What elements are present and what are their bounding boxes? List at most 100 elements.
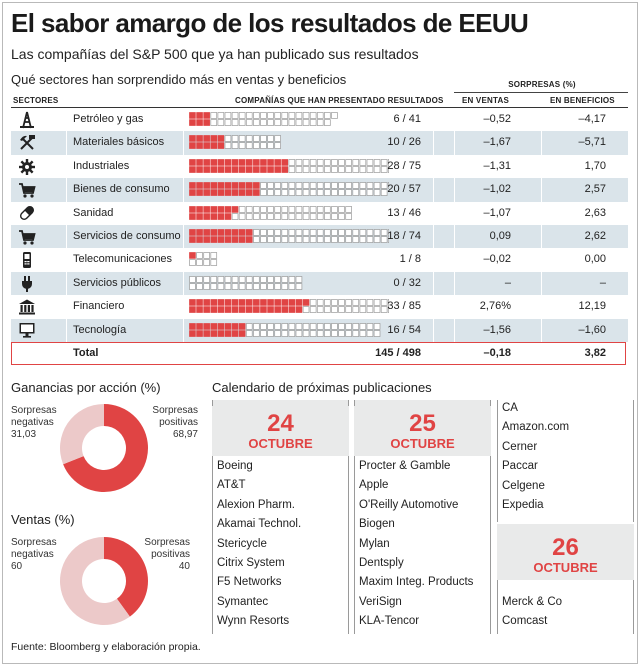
waffle-square-pending [302, 236, 310, 243]
waffle-square-pending [309, 205, 317, 213]
waffle-square-reported [217, 322, 225, 330]
waffle-square-reported [189, 112, 196, 119]
waffle-square-reported [224, 212, 232, 220]
waffle-square-pending [288, 205, 296, 213]
waffle-square-pending [295, 236, 303, 243]
profits-surprise: –4,17 [578, 113, 606, 125]
calendar-top-bar [354, 400, 491, 406]
waffle-square-pending [316, 236, 324, 243]
sales-surprise: –1,07 [483, 206, 511, 219]
waffle-square-pending [352, 158, 360, 166]
waffle-square-pending [338, 306, 345, 314]
waffle-square-pending [288, 112, 296, 119]
waffle-square-pending [366, 306, 374, 314]
waffle-square-reported [224, 236, 232, 243]
surprises-header-rule [454, 92, 628, 93]
company-name: Paccar [502, 460, 538, 473]
waffle-square-pending [316, 189, 324, 197]
waffle-square-reported [210, 306, 218, 314]
waffle-square-pending [380, 189, 388, 197]
waffle-square-reported [238, 306, 246, 314]
waffle-square-reported [196, 306, 203, 314]
waffle-square-pending [302, 306, 310, 314]
waffle-square-pending [288, 189, 296, 197]
reported-count: 1 / 8 [399, 253, 421, 266]
waffle-square-pending [345, 322, 352, 330]
waffle-square-reported [210, 182, 218, 189]
calendar-top-bar [497, 524, 634, 530]
waffle-square-pending [295, 182, 303, 189]
waffle-square-pending [203, 275, 210, 283]
waffle-square-pending [316, 212, 324, 220]
waffle-chart [189, 299, 389, 314]
waffle-chart [189, 252, 218, 267]
waffle-square-reported [274, 158, 281, 166]
reported-count: 6 / 41 [393, 113, 421, 125]
waffle-square-pending [373, 158, 381, 166]
waffle-square-pending [288, 283, 296, 290]
waffle-square-pending [281, 119, 289, 126]
waffle-square-pending [267, 189, 274, 197]
waffle-square-reported [196, 329, 203, 337]
waffle-square-pending [274, 189, 281, 197]
waffle-square-pending [295, 205, 303, 213]
company-name: Apple [359, 479, 389, 492]
company-name: Amazon.com [502, 421, 570, 434]
waffle-square-reported [196, 182, 203, 189]
waffle-square-pending [274, 135, 281, 143]
waffle-square-reported [253, 158, 260, 166]
waffle-square-pending [210, 259, 218, 267]
waffle-square-pending [253, 322, 260, 330]
waffle-square-reported [203, 182, 210, 189]
waffle-square-pending [288, 322, 296, 330]
waffle-square-pending [359, 158, 367, 166]
waffle-square-reported [224, 229, 232, 236]
waffle-square-pending [267, 322, 274, 330]
waffle-square-pending [274, 182, 281, 189]
waffle-square-pending [366, 322, 374, 330]
waffle-square-reported [189, 182, 196, 189]
company-name: Akamai Technol. [217, 518, 302, 531]
waffle-square-reported [189, 306, 196, 314]
waffle-square-pending [253, 283, 260, 290]
waffle-square-reported [238, 236, 246, 243]
waffle-square-pending [366, 158, 374, 166]
waffle-square-pending [260, 182, 267, 189]
waffle-square-reported [217, 142, 225, 150]
waffle-square-pending [331, 112, 338, 119]
waffle-square-pending [267, 182, 274, 189]
waffle-square-reported [210, 205, 218, 213]
waffle-square-pending [281, 322, 289, 330]
waffle-square-reported [238, 229, 246, 236]
waffle-square-pending [316, 112, 324, 119]
waffle-square-pending [245, 212, 253, 220]
waffle-square-pending [260, 322, 267, 330]
waffle-square-pending [267, 275, 274, 283]
waffle-square-reported [196, 189, 203, 197]
sales-chart-title: Ventas (%) [11, 512, 75, 527]
waffle-square-pending [309, 212, 317, 220]
waffle-square-reported [281, 158, 289, 166]
waffle-square-pending [295, 158, 303, 166]
waffle-chart [189, 158, 389, 173]
total-label: Total [73, 347, 99, 359]
waffle-square-pending [309, 112, 317, 119]
waffle-square-reported [217, 236, 225, 243]
waffle-square-pending [288, 329, 296, 337]
waffle-square-reported [260, 158, 267, 166]
waffle-square-pending [189, 275, 196, 283]
company-name: Biogen [359, 518, 395, 531]
col-header-sales: EN VENTAS [462, 96, 509, 105]
reported-count: 28 / 75 [387, 159, 421, 172]
waffle-square-pending [331, 212, 338, 220]
waffle-square-pending [331, 166, 338, 173]
waffle-square-pending [245, 112, 253, 119]
total-count: 145 / 498 [375, 347, 421, 359]
waffle-square-pending [302, 112, 310, 119]
waffle-square-reported [217, 306, 225, 314]
waffle-square-reported [231, 329, 239, 337]
waffle-square-pending [338, 182, 345, 189]
waffle-square-pending [324, 189, 331, 197]
waffle-square-pending [359, 229, 367, 236]
sector-name: Bienes de consumo [73, 183, 170, 196]
